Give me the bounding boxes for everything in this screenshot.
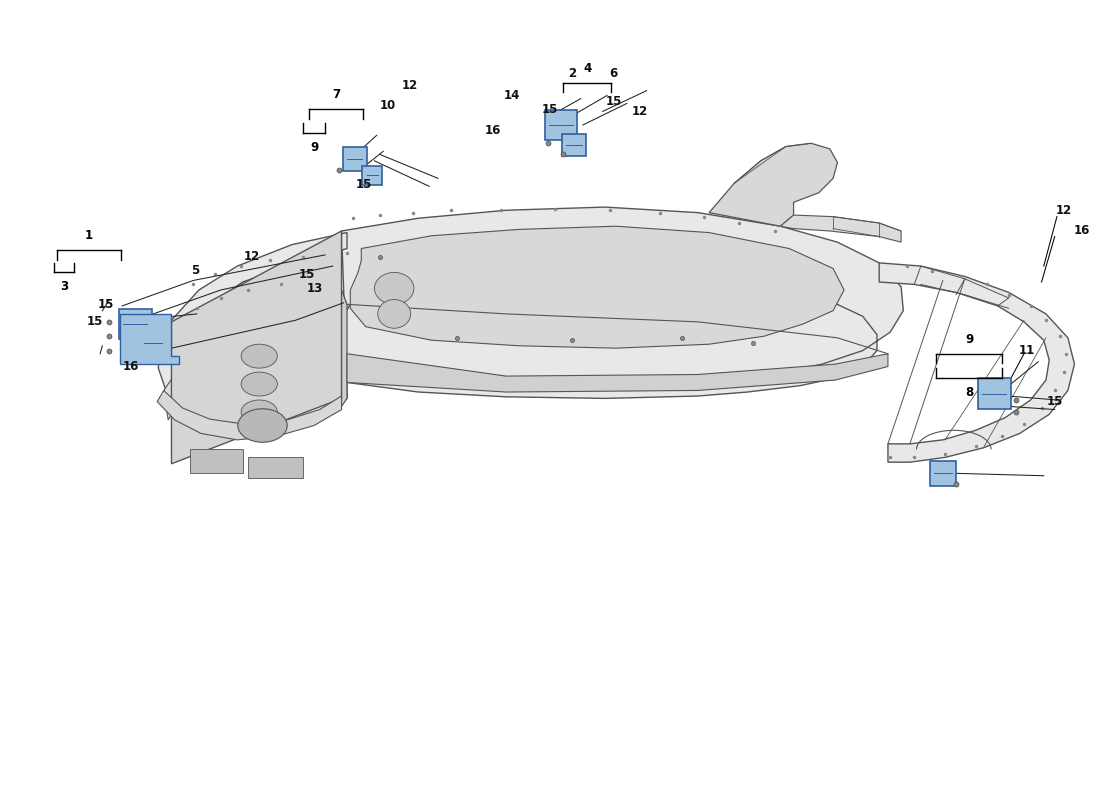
- Text: 15: 15: [87, 315, 102, 328]
- Text: 12: 12: [631, 105, 648, 118]
- Text: 15: 15: [298, 267, 315, 281]
- Polygon shape: [350, 226, 844, 348]
- Text: 4: 4: [583, 62, 592, 74]
- Polygon shape: [190, 450, 243, 474]
- Text: 16: 16: [1074, 225, 1090, 238]
- Ellipse shape: [241, 372, 277, 396]
- Ellipse shape: [241, 400, 277, 424]
- Text: a page for all parts: a page for all parts: [334, 326, 678, 360]
- Text: 11: 11: [1020, 344, 1035, 357]
- Text: 5: 5: [191, 264, 200, 278]
- Polygon shape: [710, 143, 837, 226]
- Text: 15: 15: [355, 178, 372, 191]
- Polygon shape: [158, 233, 346, 426]
- Text: 15: 15: [542, 102, 558, 115]
- Polygon shape: [120, 314, 179, 364]
- Text: 12: 12: [402, 78, 418, 91]
- Polygon shape: [879, 263, 1075, 462]
- Text: 14: 14: [504, 89, 520, 102]
- Text: 1: 1: [85, 229, 94, 242]
- Ellipse shape: [238, 409, 287, 442]
- Polygon shape: [780, 215, 901, 242]
- Polygon shape: [172, 231, 341, 464]
- Polygon shape: [249, 458, 304, 478]
- Polygon shape: [339, 207, 903, 398]
- Polygon shape: [140, 330, 166, 355]
- Ellipse shape: [377, 299, 410, 328]
- Polygon shape: [164, 290, 341, 420]
- Text: 7: 7: [332, 88, 340, 101]
- Ellipse shape: [374, 273, 414, 304]
- Polygon shape: [562, 134, 586, 156]
- Text: 16: 16: [123, 360, 139, 373]
- Text: 13: 13: [307, 282, 323, 295]
- Text: 15: 15: [98, 298, 113, 311]
- Text: 15: 15: [1046, 395, 1063, 408]
- Polygon shape: [544, 110, 578, 140]
- Polygon shape: [157, 390, 341, 440]
- Text: 6: 6: [609, 66, 618, 80]
- Polygon shape: [346, 354, 888, 392]
- Text: 8: 8: [965, 386, 974, 398]
- Ellipse shape: [241, 344, 277, 368]
- Text: 12: 12: [243, 250, 260, 263]
- Text: 2: 2: [568, 66, 576, 80]
- Polygon shape: [119, 309, 152, 339]
- Text: 3: 3: [59, 281, 68, 294]
- Polygon shape: [978, 378, 1011, 409]
- Text: 9: 9: [965, 333, 974, 346]
- Text: 9: 9: [310, 141, 318, 154]
- Text: 16: 16: [485, 124, 502, 137]
- Polygon shape: [930, 461, 956, 486]
- Text: 15: 15: [605, 94, 621, 107]
- Polygon shape: [339, 231, 346, 410]
- Text: euroParts: euroParts: [352, 270, 748, 339]
- Polygon shape: [362, 166, 382, 185]
- Polygon shape: [342, 147, 366, 171]
- Text: 12: 12: [1055, 204, 1071, 217]
- Text: 10: 10: [379, 98, 396, 111]
